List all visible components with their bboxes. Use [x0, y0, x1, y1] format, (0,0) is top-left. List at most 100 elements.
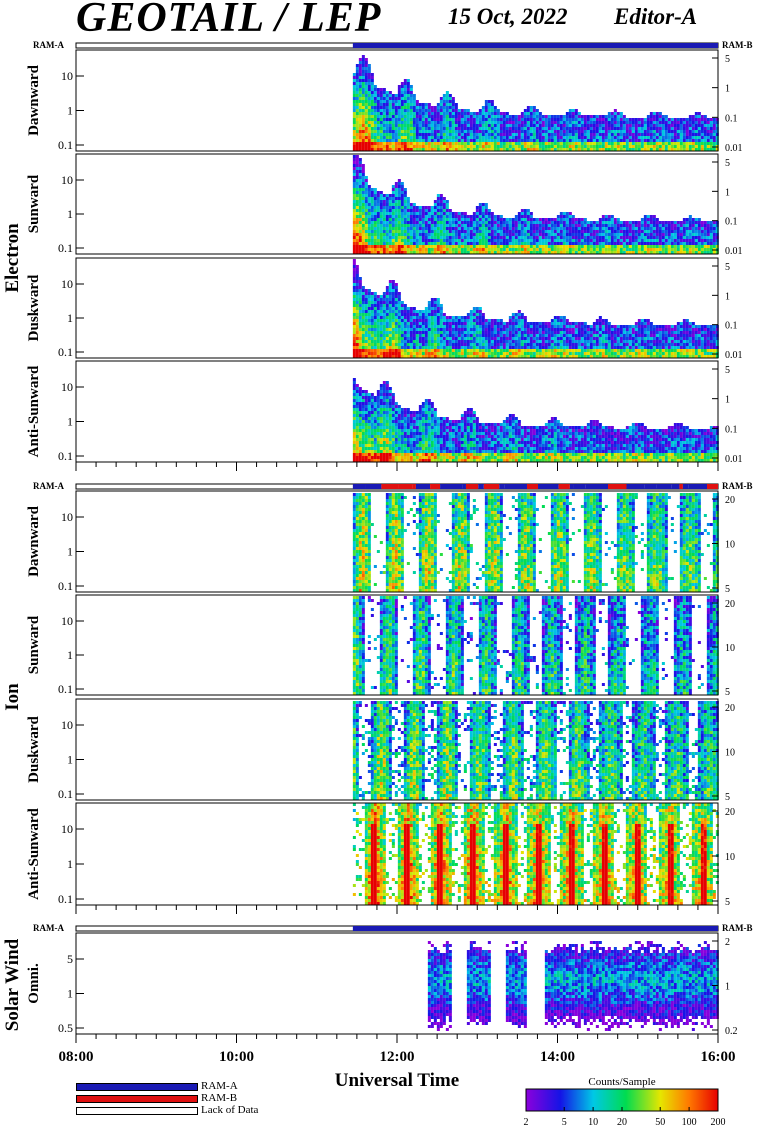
spectrogram-cell: [466, 334, 470, 337]
spectrogram-cell: [700, 133, 704, 136]
spectrogram-cell: [472, 236, 476, 239]
spectrogram-cell: [433, 109, 437, 112]
spectrogram-cell: [631, 145, 635, 148]
spectrogram-cell: [457, 349, 461, 352]
spectrogram-cell: [487, 218, 491, 221]
spectrogram-cell: [424, 218, 428, 221]
spectrogram-cell: [697, 233, 701, 236]
spectrogram-cell: [637, 133, 641, 136]
spectrogram-cell: [373, 200, 377, 203]
spectrogram-cell: [508, 124, 512, 127]
spectrogram-cell: [643, 118, 647, 121]
spectrogram-cell: [559, 133, 563, 136]
spectrogram-cell: [430, 127, 434, 130]
spectrogram-cell: [595, 148, 599, 151]
spectrogram-cell: [361, 215, 365, 218]
spectrogram-cell: [355, 355, 359, 358]
spectrogram-cell: [430, 328, 434, 331]
spectrogram-cell: [448, 148, 452, 151]
spectrogram-cell: [466, 130, 470, 133]
spectrogram-cell: [457, 118, 461, 121]
spectrogram-cell: [598, 118, 602, 121]
spectrogram-cell: [535, 340, 539, 343]
spectrogram-cell: [364, 94, 368, 97]
spectrogram-cell: [358, 67, 362, 70]
spectrogram-cell: [523, 325, 527, 328]
spectrogram-cell: [544, 221, 548, 224]
spectrogram-cell: [466, 109, 470, 112]
spectrogram-cell: [391, 221, 395, 224]
spectrogram-cell: [430, 313, 434, 316]
spectrogram-cell: [610, 224, 614, 227]
spectrogram-cell: [598, 121, 602, 124]
spectrogram-cell: [514, 328, 518, 331]
spectrogram-cell: [367, 145, 371, 148]
spectrogram-cell: [706, 224, 710, 227]
spectrogram-cell: [709, 121, 713, 124]
spectrogram-cell: [529, 133, 533, 136]
spectrogram-cell: [451, 136, 455, 139]
spectrogram-cell: [442, 112, 446, 115]
spectrogram-cell: [550, 142, 554, 145]
spectrogram-cell: [712, 142, 716, 145]
spectrogram-cell: [394, 203, 398, 206]
spectrogram-cell: [502, 242, 506, 245]
spectrogram-cell: [388, 331, 392, 334]
spectrogram-cell: [706, 121, 710, 124]
spectrogram-cell: [436, 121, 440, 124]
spectrogram-cell: [511, 346, 515, 349]
spectrogram-cell: [583, 133, 587, 136]
spectrogram-cell: [379, 118, 383, 121]
spectrogram-cell: [532, 233, 536, 236]
spectrogram-cell: [397, 94, 401, 97]
spectrogram-cell: [433, 221, 437, 224]
spectrogram-cell: [580, 242, 584, 245]
spectrogram-cell: [436, 109, 440, 112]
spectrogram-cell: [466, 337, 470, 340]
spectrogram-cell: [367, 328, 371, 331]
spectrogram-cell: [562, 221, 566, 224]
spectrogram-cell: [424, 115, 428, 118]
spectrogram-cell: [637, 242, 641, 245]
spectrogram-cell: [388, 212, 392, 215]
spectrogram-cell: [616, 230, 620, 233]
spectrogram-cell: [439, 239, 443, 242]
spectrogram-cell: [706, 227, 710, 230]
spectrogram-cell: [457, 218, 461, 221]
spectrogram-cell: [616, 236, 620, 239]
spectrogram-cell: [715, 230, 719, 233]
spectrogram-cell: [556, 221, 560, 224]
spectrogram-cell: [568, 215, 572, 218]
spectrogram-cell: [382, 209, 386, 212]
spectrogram-cell: [697, 124, 701, 127]
spectrogram-cell: [637, 221, 641, 224]
spectrogram-cell: [544, 233, 548, 236]
spectrogram-cell: [637, 148, 641, 151]
spectrogram-cell: [631, 136, 635, 139]
spectrogram-cell: [418, 224, 422, 227]
spectrogram-cell: [550, 218, 554, 221]
spectrogram-cell: [433, 352, 437, 355]
spectrogram-cell: [523, 328, 527, 331]
spectrogram-cell: [454, 355, 458, 358]
spectrogram-cell: [436, 251, 440, 254]
spectrogram-cell: [364, 215, 368, 218]
spectrogram-cell: [406, 127, 410, 130]
spectrogram-cell: [592, 245, 596, 248]
spectrogram-cell: [379, 212, 383, 215]
spectrogram-cell: [364, 58, 368, 61]
spectrogram-cell: [370, 100, 374, 103]
spectrogram-cell: [364, 310, 368, 313]
spectrogram-cell: [685, 118, 689, 121]
spectrogram-cell: [715, 224, 719, 227]
spectrogram-cell: [622, 118, 626, 121]
spectrogram-cell: [355, 106, 359, 109]
spectrogram-cell: [571, 355, 575, 358]
spectrogram-cell: [412, 112, 416, 115]
spectrogram-cell: [367, 194, 371, 197]
spectrogram-cell: [427, 349, 431, 352]
spectrogram-cell: [433, 322, 437, 325]
spectrogram-cell: [688, 127, 692, 130]
spectrogram-cell: [532, 325, 536, 328]
